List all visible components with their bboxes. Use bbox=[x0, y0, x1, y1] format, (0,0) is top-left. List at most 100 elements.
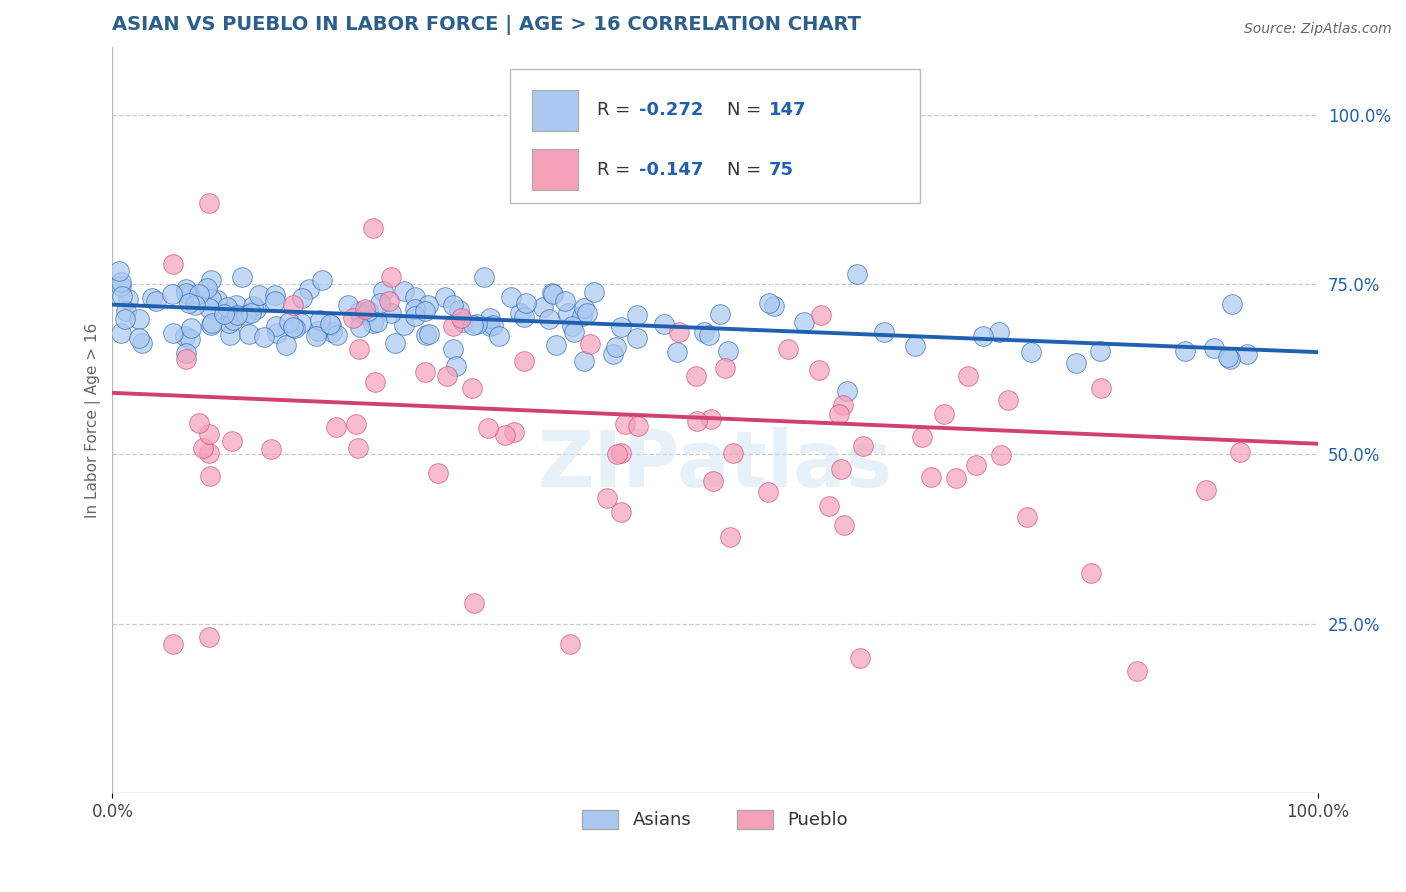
Point bbox=[114, 312, 136, 326]
Point bbox=[370, 296, 392, 310]
Point bbox=[198, 426, 221, 441]
Point bbox=[200, 292, 222, 306]
Y-axis label: In Labor Force | Age > 16: In Labor Force | Age > 16 bbox=[86, 322, 101, 517]
Text: R =: R = bbox=[598, 161, 636, 179]
Point bbox=[180, 321, 202, 335]
Point bbox=[609, 319, 631, 334]
Point bbox=[205, 293, 228, 307]
Point bbox=[215, 300, 238, 314]
Point bbox=[488, 328, 510, 343]
Point bbox=[614, 417, 637, 431]
Point bbox=[198, 195, 221, 210]
Point bbox=[990, 449, 1012, 463]
Text: Source: ZipAtlas.com: Source: ZipAtlas.com bbox=[1244, 22, 1392, 37]
Point bbox=[107, 264, 129, 278]
Point bbox=[513, 354, 536, 368]
Point bbox=[848, 650, 870, 665]
Point bbox=[259, 442, 281, 456]
Point bbox=[932, 407, 955, 421]
Point bbox=[1174, 344, 1197, 359]
Point bbox=[461, 381, 484, 395]
Point bbox=[572, 301, 595, 315]
Point bbox=[574, 354, 596, 368]
Point bbox=[965, 458, 987, 473]
Point bbox=[201, 316, 224, 330]
Point bbox=[326, 328, 349, 343]
Point bbox=[541, 286, 564, 301]
Point bbox=[685, 369, 707, 384]
Point bbox=[363, 316, 385, 330]
Point bbox=[776, 342, 799, 356]
Point bbox=[481, 318, 503, 332]
Text: N =: N = bbox=[727, 101, 768, 120]
Point bbox=[571, 309, 593, 323]
Point bbox=[463, 596, 485, 610]
Point bbox=[564, 325, 586, 339]
Point bbox=[756, 484, 779, 499]
Point bbox=[384, 336, 406, 351]
Text: -0.147: -0.147 bbox=[640, 161, 703, 179]
Point bbox=[284, 321, 307, 335]
Point bbox=[1236, 347, 1258, 361]
Point bbox=[557, 306, 579, 320]
Point bbox=[371, 284, 394, 298]
Point bbox=[263, 287, 285, 301]
Point bbox=[263, 294, 285, 309]
Point bbox=[668, 325, 690, 339]
Point bbox=[110, 326, 132, 340]
Point bbox=[606, 447, 628, 461]
Point bbox=[1216, 350, 1239, 364]
Point bbox=[945, 471, 967, 485]
Point bbox=[1126, 664, 1149, 678]
Point bbox=[347, 305, 370, 319]
Point bbox=[665, 345, 688, 359]
Point bbox=[238, 326, 260, 341]
Point bbox=[807, 363, 830, 377]
Point bbox=[404, 309, 426, 323]
Point bbox=[198, 469, 221, 483]
Point bbox=[830, 462, 852, 476]
Point bbox=[364, 375, 387, 389]
Point bbox=[583, 285, 606, 299]
Point bbox=[212, 307, 235, 321]
Point bbox=[972, 328, 994, 343]
Point bbox=[187, 287, 209, 301]
Point bbox=[131, 336, 153, 351]
Point bbox=[231, 269, 253, 284]
Point bbox=[145, 294, 167, 309]
Text: R =: R = bbox=[598, 101, 636, 120]
Point bbox=[627, 419, 650, 434]
Point bbox=[174, 282, 197, 296]
Point bbox=[1080, 566, 1102, 580]
Point bbox=[988, 325, 1011, 339]
Text: 75: 75 bbox=[769, 161, 794, 179]
Point bbox=[174, 352, 197, 367]
Point bbox=[128, 331, 150, 345]
Bar bbox=[531, 89, 578, 130]
Point bbox=[465, 317, 488, 331]
Point bbox=[709, 307, 731, 321]
Point bbox=[461, 318, 484, 332]
Point bbox=[997, 393, 1019, 408]
Point bbox=[380, 269, 402, 284]
Point bbox=[308, 313, 330, 327]
Point bbox=[596, 491, 619, 505]
Point bbox=[718, 530, 741, 544]
Point bbox=[219, 327, 242, 342]
Point bbox=[509, 306, 531, 320]
Point bbox=[111, 289, 134, 303]
Point bbox=[793, 315, 815, 329]
Point bbox=[451, 315, 474, 329]
Point bbox=[245, 302, 267, 317]
Point bbox=[354, 302, 377, 317]
Point bbox=[183, 298, 205, 312]
Point bbox=[1015, 510, 1038, 524]
Point bbox=[219, 305, 242, 319]
Point bbox=[266, 319, 288, 334]
Point bbox=[319, 318, 342, 332]
Point bbox=[444, 359, 467, 373]
Point bbox=[337, 298, 360, 312]
Point bbox=[290, 316, 312, 330]
Point bbox=[392, 318, 415, 332]
Point bbox=[187, 416, 209, 430]
